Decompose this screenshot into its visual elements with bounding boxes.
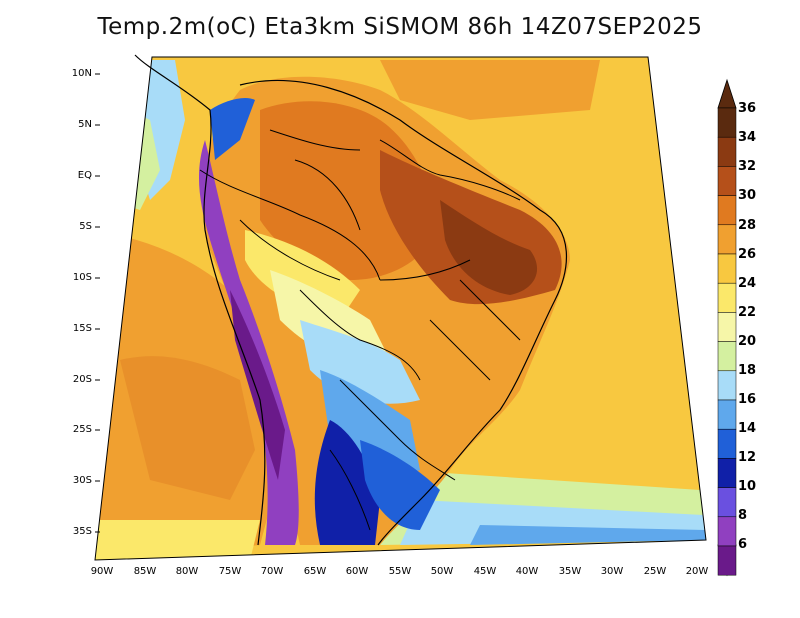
colorbar-label: 30 [738,188,757,203]
colorbar-label: 8 [738,508,748,523]
colorbar-segment [717,253,737,284]
colorbar-label: 26 [738,247,757,262]
lon-tick: 30W [600,566,624,577]
lat-tick: 35S [72,526,92,537]
colorbar-segment [717,136,737,167]
colorbar-label: 10 [738,479,757,494]
lon-tick: 20W [685,566,709,577]
colorbar [717,78,737,577]
lon-tick: 40W [515,566,539,577]
colorbar-label: 18 [738,363,757,378]
lat-tick: 15S [72,323,92,334]
colorbar-label: 24 [738,276,757,291]
country-borders [199,129,521,531]
colorbar-label: 6 [738,537,748,552]
lon-tick: 75W [218,566,242,577]
colorbar-label: 16 [738,392,757,407]
lon-tick: 80W [175,566,199,577]
colorbar-segment [717,428,737,459]
colorbar-segment [717,545,737,576]
colorbar-label: 20 [738,334,757,349]
lat-tick: 25S [72,424,92,435]
lat-tick: 5S [79,221,92,232]
axis-ticks [95,73,100,533]
lat-tick: 30S [72,475,92,486]
colorbar-segment [717,516,737,547]
colorbar-segment [717,282,737,313]
lon-tick: 60W [345,566,369,577]
map-title: Temp.2m(oC) Eta3km SiSMOM 86h 14Z07SEP20… [97,14,703,40]
colorbar-segment [717,195,737,226]
lon-tick: 65W [303,566,327,577]
lat-tick: 10N [71,68,92,79]
lon-tick: 55W [388,566,412,577]
colorbar-segment [717,370,737,401]
lat-tick: 5N [78,119,92,130]
colorbar-top-arrow [717,78,737,109]
lon-tick: 35W [558,566,582,577]
lat-tick: 10S [72,272,92,283]
lon-tick: 90W [90,566,114,577]
colorbar-segment [717,107,737,138]
colorbar-label: 12 [738,450,757,465]
temperature-field [95,57,706,560]
lon-tick: 45W [473,566,497,577]
lat-tick: EQ [77,170,92,181]
colorbar-label: 14 [738,421,757,436]
colorbar-segment [717,312,737,342]
colorbar-label: 22 [738,305,757,320]
colorbar-label: 28 [738,218,757,233]
colorbar-segment [717,224,737,255]
lon-tick: 50W [430,566,454,577]
lat-tick: 20S [72,374,92,385]
colorbar-label: 34 [738,130,757,145]
colorbar-label: 32 [738,159,757,174]
colorbar-segment [717,399,737,430]
colorbar-label: 36 [738,101,757,116]
colorbar-segment [717,166,737,196]
lon-tick: 85W [133,566,157,577]
colorbar-segment [717,487,737,518]
colorbar-segment [717,458,737,488]
lon-tick: 70W [260,566,284,577]
lon-tick: 25W [643,566,667,577]
colorbar-segment [717,341,737,372]
